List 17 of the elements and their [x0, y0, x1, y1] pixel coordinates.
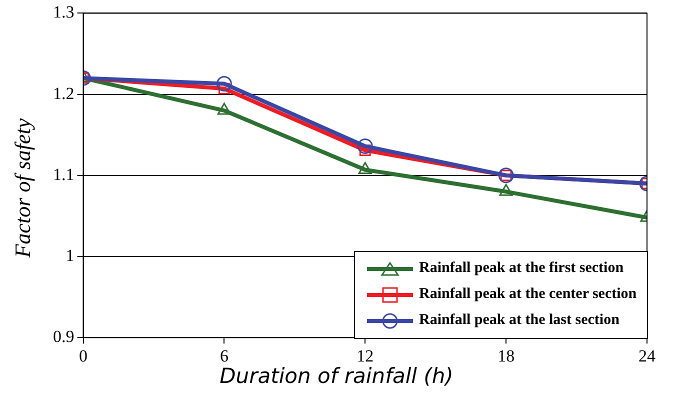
y-tick-label: 1.3 — [53, 2, 74, 22]
point — [357, 138, 373, 154]
point — [216, 76, 232, 92]
y-tick-label: 1 — [66, 246, 74, 265]
x-axis-title: Duration of rainfall (h) — [218, 364, 454, 388]
legend-label: Rainfall peak at the last section — [419, 312, 620, 330]
y-tick-label: 1.2 — [53, 84, 74, 103]
x-tick-label: 6 — [220, 346, 228, 366]
legend-label: Rainfall peak at the center section — [419, 286, 637, 304]
legend-label: Rainfall peak at the first section — [419, 260, 624, 278]
x-tick-label: 18 — [498, 346, 515, 366]
y-tick-label: 1.1 — [53, 164, 74, 184]
x-tick-label: 0 — [79, 346, 88, 366]
x-tick-label: 12 — [356, 346, 374, 366]
y-axis-title: Factor of safety — [10, 117, 36, 260]
y-tick-label: 0.9 — [53, 327, 74, 346]
x-tick-label: 24 — [638, 346, 656, 366]
